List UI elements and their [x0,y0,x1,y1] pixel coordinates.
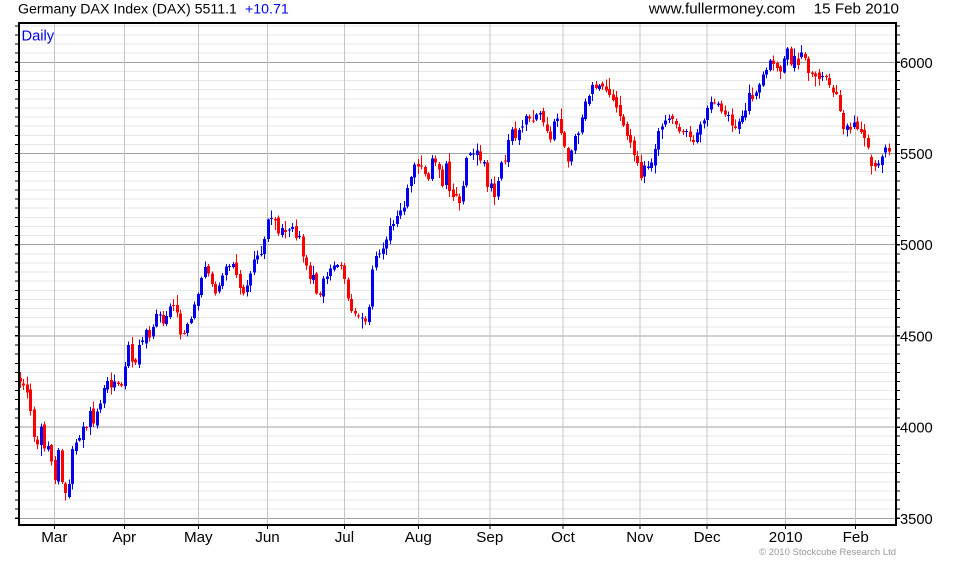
svg-text:Apr: Apr [112,529,136,546]
svg-text:Mar: Mar [41,529,67,546]
svg-text:5500: 5500 [900,147,933,163]
svg-text:Daily: Daily [22,29,55,45]
svg-text:Aug: Aug [405,529,432,546]
svg-text:6000: 6000 [900,56,933,72]
svg-text:3500: 3500 [900,512,933,528]
svg-text:Nov: Nov [626,529,653,546]
svg-text:Oct: Oct [551,529,575,546]
svg-text:4000: 4000 [900,421,933,437]
svg-text:15 Feb 2010: 15 Feb 2010 [814,1,899,18]
svg-text:4500: 4500 [900,329,933,345]
svg-text:www.fullermoney.com: www.fullermoney.com [648,1,796,18]
svg-text:Feb: Feb [843,529,869,546]
svg-text:5000: 5000 [900,238,933,254]
svg-text:Germany DAX Index (DAX) 5511.1: Germany DAX Index (DAX) 5511.1 +10.71 [18,2,289,18]
svg-text:May: May [184,529,213,546]
svg-text:Jun: Jun [255,529,280,546]
svg-text:Dec: Dec [694,529,721,546]
svg-text:Sep: Sep [476,529,503,546]
svg-text:Jul: Jul [335,529,354,546]
svg-text:© 2010 Stockcube Research Ltd: © 2010 Stockcube Research Ltd [759,547,896,558]
svg-text:2010: 2010 [769,529,803,546]
